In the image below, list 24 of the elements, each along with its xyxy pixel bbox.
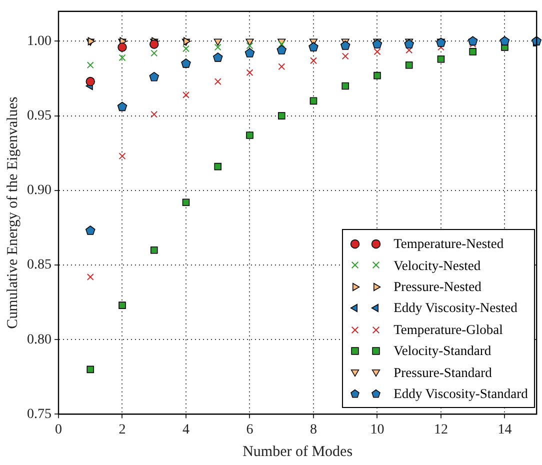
y-tick-label: 0.80 [27, 332, 52, 348]
y-axis-title: Cumulative Energy of the Eigenvalues [4, 96, 21, 329]
legend-label: Pressure-Nested [394, 278, 482, 296]
y-tick-label: 0.90 [27, 183, 52, 198]
x-tick-label: 4 [182, 422, 190, 438]
x-tick-label: 14 [498, 422, 512, 438]
y-tick-label: 0.75 [27, 406, 52, 422]
legend-label: Temperature-Nested [394, 235, 504, 254]
legend-label: Temperature-Global [394, 320, 503, 339]
x-tick-label: 6 [246, 422, 254, 438]
y-tick-label: 0.95 [27, 108, 52, 124]
legend-label: Eddy Viscosity-Standard [394, 385, 528, 404]
x-tick-label: 10 [370, 422, 384, 438]
x-tick-label: 12 [434, 422, 448, 438]
x-axis-title: Number of Modes [242, 444, 353, 460]
x-tick-label: 2 [118, 422, 126, 438]
legend-label: Eddy Viscosity-Nested [394, 299, 518, 318]
legend-label: Velocity-Nested [394, 256, 481, 275]
legend-label: Pressure-Standard [394, 364, 492, 382]
legend-label: Velocity-Standard [394, 342, 492, 360]
x-tick-label: 8 [310, 422, 317, 438]
x-tick-label: 0 [55, 422, 62, 438]
y-tick-label: 0.85 [27, 258, 52, 273]
y-tick-label: 1.00 [27, 34, 52, 49]
